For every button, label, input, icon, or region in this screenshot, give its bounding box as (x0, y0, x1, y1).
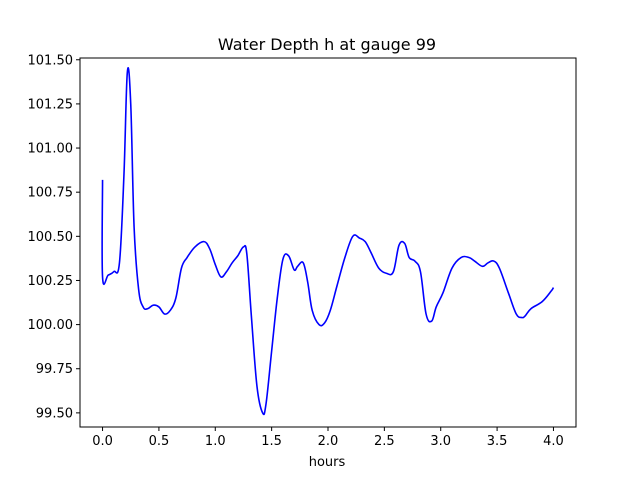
x-axis: 0.0 0.5 1.0 1.5 2.0 2.5 3.0 3.5 4.0 (92, 427, 564, 449)
y-tick-label: 101.50 (28, 53, 74, 68)
x-tick-label: 2.5 (374, 434, 395, 449)
x-tick-label: 4.0 (543, 434, 564, 449)
x-tick-label: 0.5 (149, 434, 170, 449)
y-tick-label: 100.50 (28, 230, 74, 245)
x-tick-label: 2.0 (318, 434, 339, 449)
x-tick-label: 0.0 (92, 434, 113, 449)
x-tick-label: 3.5 (487, 434, 508, 449)
x-tick-label: 1.5 (261, 434, 282, 449)
series-line-0 (101, 66, 555, 416)
y-axis: 99.50 99.75 100.00 100.25 100.50 100.75 101.00… (28, 53, 80, 421)
plot-area (101, 66, 555, 416)
axes-frame (79, 57, 577, 428)
y-tick-label: 100.00 (28, 318, 74, 333)
chart-title: Water Depth h at gauge 99 (218, 35, 436, 54)
y-tick-label: 99.50 (36, 406, 73, 421)
y-tick-label: 99.75 (36, 362, 73, 377)
y-tick-label: 101.00 (28, 142, 74, 157)
y-tick-label: 101.25 (28, 97, 74, 112)
y-tick-label: 100.75 (28, 186, 74, 201)
y-tick-label: 100.25 (28, 274, 74, 289)
x-axis-label: hours (309, 455, 346, 470)
x-tick-label: 1.0 (205, 434, 226, 449)
x-tick-label: 3.0 (430, 434, 451, 449)
